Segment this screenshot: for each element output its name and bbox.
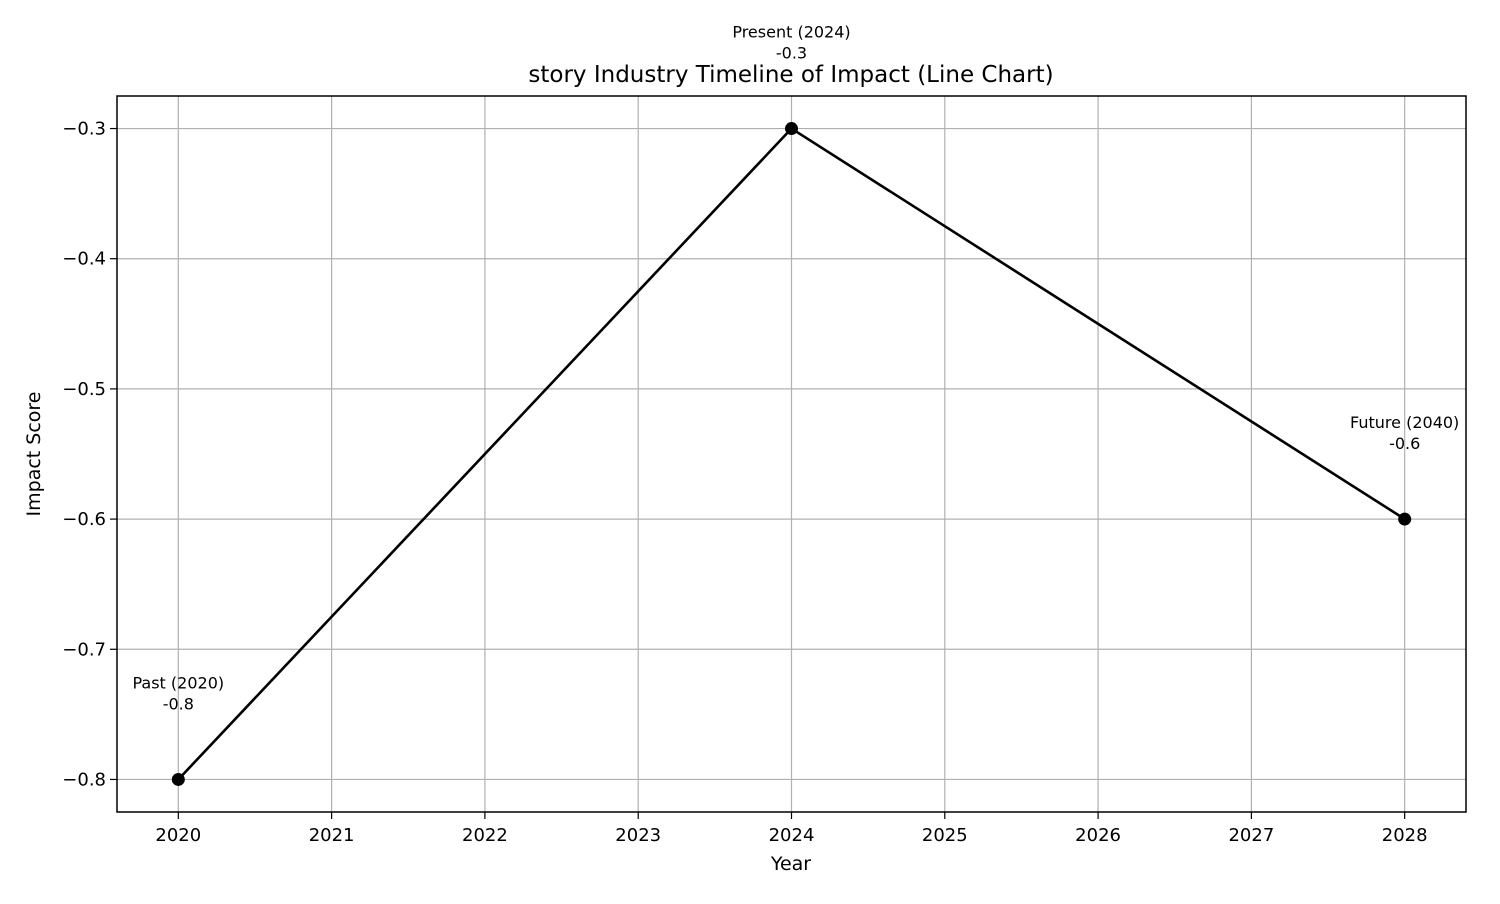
y-tick-label: −0.6 [62, 509, 106, 530]
x-tick-label: 2028 [1382, 825, 1428, 846]
annotation-label: Past (2020) [132, 673, 224, 692]
x-tick-label: 2025 [922, 825, 968, 846]
series-layer [171, 122, 1412, 786]
y-axis-ticks: −0.3 −0.4 −0.5 −0.6 −0.7 −0.8 [62, 119, 117, 790]
annotation-value: -0.8 [163, 694, 194, 713]
data-point [785, 122, 798, 136]
annotation-value: -0.3 [776, 44, 807, 63]
y-tick-label: −0.8 [62, 769, 106, 790]
y-tick-label: −0.4 [62, 249, 106, 270]
x-tick-label: 2027 [1228, 825, 1274, 846]
x-tick-label: 2026 [1075, 825, 1121, 846]
annotation-value: -0.6 [1389, 434, 1420, 453]
x-tick-label: 2023 [615, 825, 661, 846]
y-axis-label: Impact Score [23, 392, 45, 517]
grid [117, 96, 1466, 812]
chart-title: story Industry Timeline of Impact (Line … [528, 62, 1053, 88]
annotation-label: Future (2040) [1350, 413, 1459, 432]
x-tick-label: 2020 [155, 825, 201, 846]
data-point [171, 772, 185, 786]
x-axis-label: Year [770, 853, 811, 875]
y-tick-label: −0.7 [62, 639, 106, 660]
y-tick-label: −0.3 [62, 119, 106, 140]
x-tick-label: 2021 [309, 825, 355, 846]
annotation-label: Present (2024) [732, 23, 850, 42]
x-axis-ticks: 2020 2021 2022 2023 2024 2025 2026 2027 2028 [155, 812, 1428, 846]
x-tick-label: 2024 [769, 825, 815, 846]
x-tick-label: 2022 [462, 825, 508, 846]
data-point [1398, 512, 1412, 526]
annotations: Past (2020) -0.8 Present (2024) -0.3 Future … [132, 23, 1459, 714]
y-tick-label: −0.5 [62, 379, 106, 400]
